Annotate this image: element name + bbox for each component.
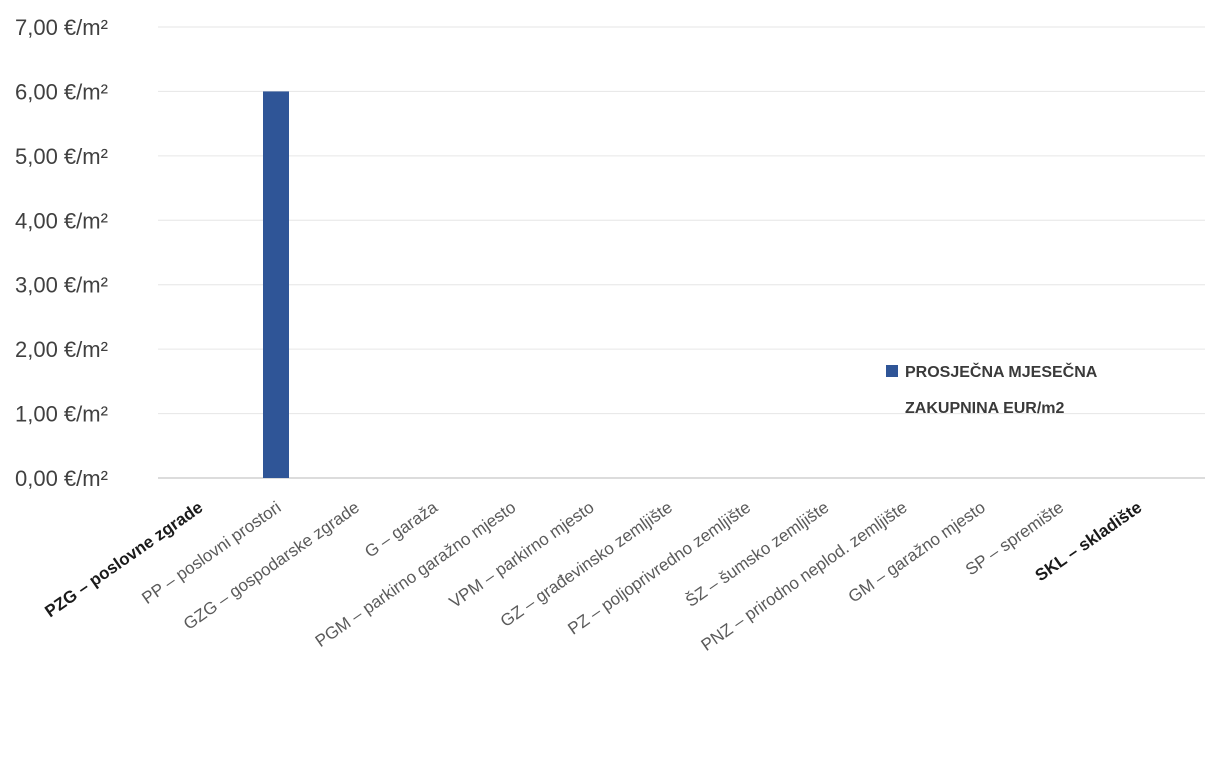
y-tick-label: 0,00 €/m²	[15, 466, 108, 491]
x-tick-label: GM – garažno mjesto	[845, 498, 989, 607]
y-tick-label: 1,00 €/m²	[15, 402, 108, 427]
bar	[263, 91, 289, 478]
y-tick-label: 5,00 €/m²	[15, 144, 108, 169]
x-tick-label: VPM – parkirno mjesto	[446, 498, 598, 612]
y-tick-label: 3,00 €/m²	[15, 273, 108, 298]
legend: PROSJEČNA MJESEČNA ZAKUPNINA EUR/m2	[886, 362, 1098, 417]
legend-label-line-1: PROSJEČNA MJESEČNA	[905, 362, 1098, 381]
bars	[263, 91, 289, 478]
y-tick-label: 7,00 €/m²	[15, 15, 108, 40]
grid-lines	[158, 26, 1205, 479]
legend-swatch	[886, 365, 898, 377]
x-tick-label: PP – poslovni prostori	[138, 498, 284, 608]
x-tick-label: ŠZ – šumsko zemljište	[682, 498, 832, 611]
y-tick-label: 4,00 €/m²	[15, 208, 108, 233]
legend-label-line-2: ZAKUPNINA EUR/m2	[905, 400, 1065, 417]
x-tick-label: PZG – poslovne zgrade	[41, 498, 206, 621]
y-axis-tick-labels: 0,00 €/m² 1,00 €/m² 2,00 €/m² 3,00 €/m² 4,00…	[15, 15, 108, 491]
y-tick-label: 6,00 €/m²	[15, 79, 108, 104]
y-tick-label: 2,00 €/m²	[15, 337, 108, 362]
